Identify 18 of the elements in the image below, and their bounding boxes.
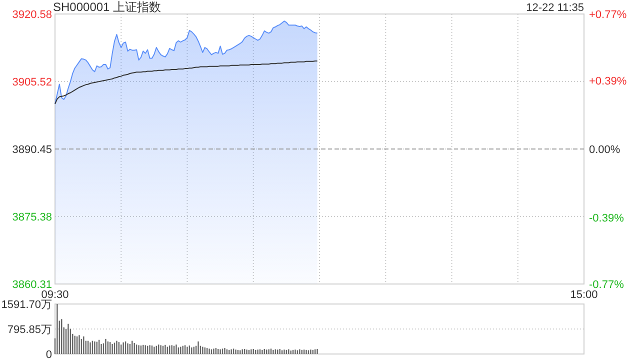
line-series <box>54 60 318 104</box>
y2-tick-label: -0.77% <box>589 279 624 291</box>
chart-title: SH000001 上证指数 <box>53 0 162 14</box>
y2-tick-label: +0.77% <box>589 9 627 21</box>
y-tick-label: 795.85万 <box>7 324 52 336</box>
y-tick-label: 3905.52 <box>12 76 52 88</box>
y-tick-label: 3890.45 <box>12 144 52 156</box>
y-tick-label: 3920.58 <box>12 9 52 21</box>
x-tick-label: 09:30 <box>41 289 69 301</box>
annotation: 12-22 11:35 <box>526 2 584 14</box>
y-tick-label: 3875.38 <box>12 211 52 224</box>
y-tick-label: 1591.70万 <box>1 299 52 311</box>
y-tick-label: 3860.31 <box>12 279 52 291</box>
y2-tick-label: +0.39% <box>589 76 627 88</box>
x-tick-label: 15:00 <box>570 289 598 301</box>
y2-tick-label: 0.00% <box>589 144 620 156</box>
y-tick-label: 0 <box>46 349 52 360</box>
y2-tick-label: -0.39% <box>589 212 624 224</box>
